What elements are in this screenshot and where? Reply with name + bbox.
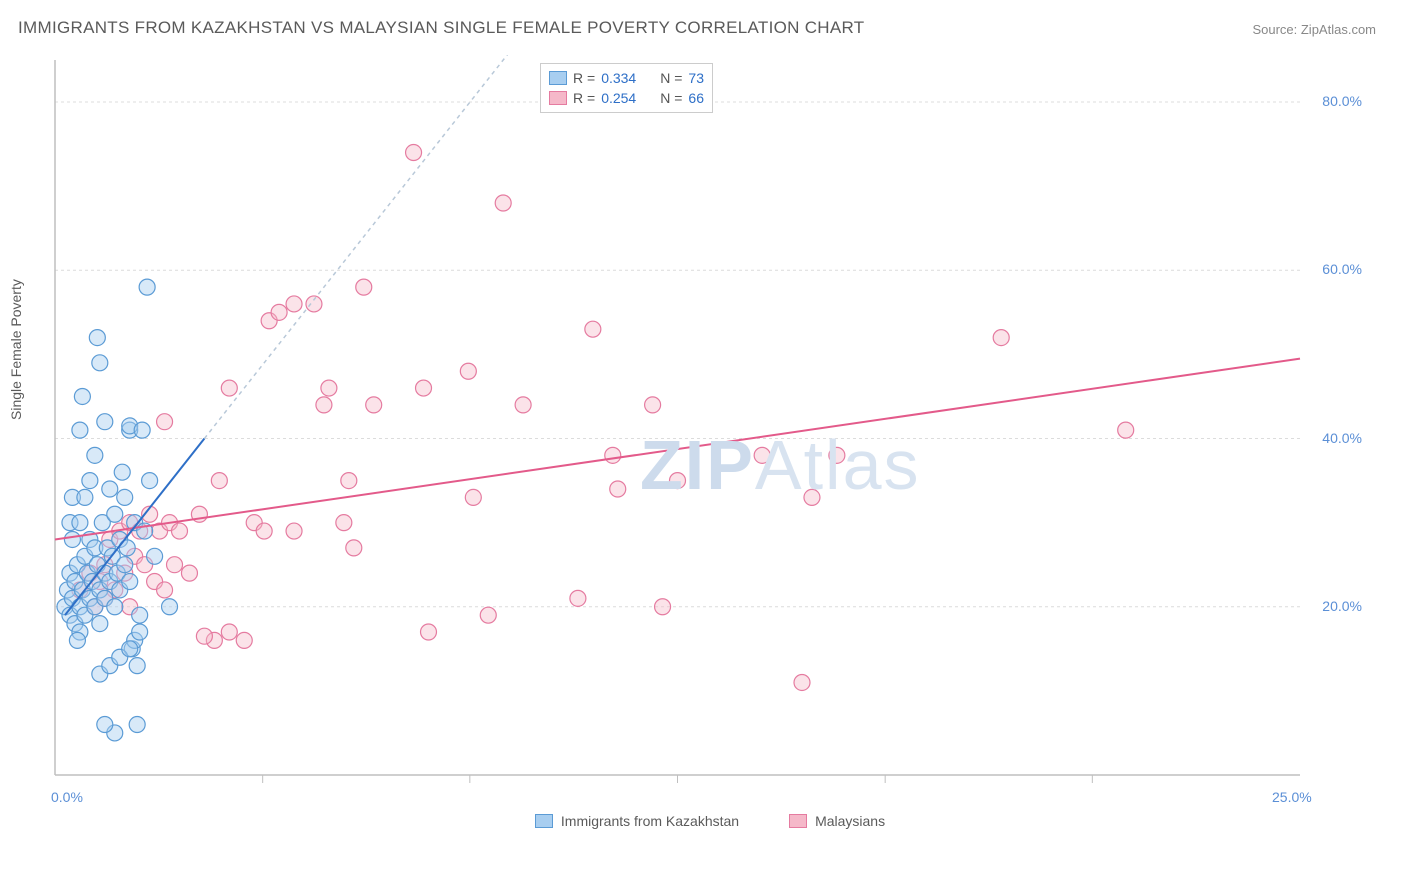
y-axis-label: Single Female Poverty	[8, 279, 24, 420]
chart-area: ZIPAtlas R = 0.334 N = 73 R = 0.254 N = …	[50, 55, 1370, 835]
swatch-series1	[549, 71, 567, 85]
r-label-2: R =	[573, 90, 595, 106]
legend-row-1: R = 0.334 N = 73	[549, 68, 704, 88]
r-value-2: 0.254	[601, 90, 636, 106]
correlation-legend: R = 0.334 N = 73 R = 0.254 N = 66	[540, 63, 713, 113]
r-label-1: R =	[573, 70, 595, 86]
y-tick-label: 40.0%	[1322, 430, 1362, 446]
n-label-1: N =	[660, 70, 682, 86]
legend-label-2: Malaysians	[815, 813, 885, 829]
n-value-2: 66	[688, 90, 704, 106]
swatch-series2-b	[789, 814, 807, 828]
y-tick-label: 60.0%	[1322, 261, 1362, 277]
series-legend: Immigrants from Kazakhstan Malaysians	[50, 813, 1370, 829]
chart-title: IMMIGRANTS FROM KAZAKHSTAN VS MALAYSIAN …	[18, 18, 864, 38]
source-label: Source: ZipAtlas.com	[1252, 22, 1376, 37]
y-tick-label: 20.0%	[1322, 598, 1362, 614]
x-tick-label: 25.0%	[1272, 789, 1312, 805]
legend-label-1: Immigrants from Kazakhstan	[561, 813, 739, 829]
legend-row-2: R = 0.254 N = 66	[549, 88, 704, 108]
legend-item-2: Malaysians	[789, 813, 885, 829]
swatch-series2	[549, 91, 567, 105]
watermark-part2: Atlas	[755, 426, 921, 504]
watermark-part1: ZIP	[640, 426, 755, 504]
n-value-1: 73	[688, 70, 704, 86]
watermark: ZIPAtlas	[640, 425, 921, 505]
n-label-2: N =	[660, 90, 682, 106]
x-tick-label: 0.0%	[51, 789, 83, 805]
legend-item-1: Immigrants from Kazakhstan	[535, 813, 739, 829]
r-value-1: 0.334	[601, 70, 636, 86]
swatch-series1-b	[535, 814, 553, 828]
y-tick-label: 80.0%	[1322, 93, 1362, 109]
